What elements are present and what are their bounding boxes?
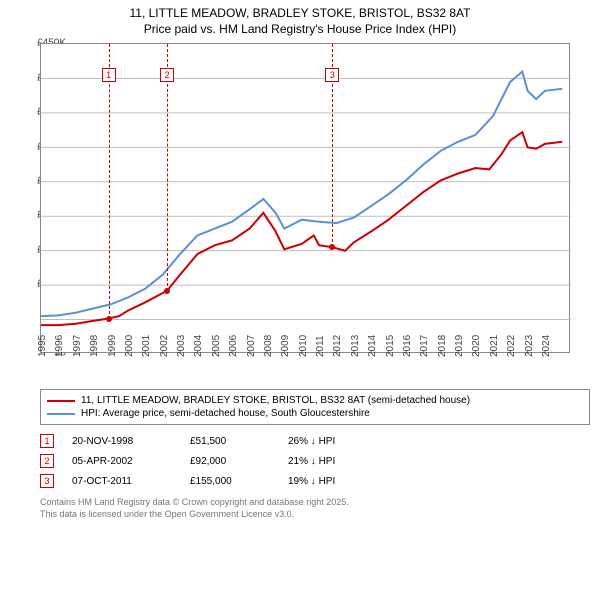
sale-vline	[109, 44, 110, 319]
chart-container: 11, LITTLE MEADOW, BRADLEY STOKE, BRISTO…	[0, 0, 600, 590]
x-tick-label: 2002	[159, 335, 170, 357]
annotation-table: 1 20-NOV-1998 £51,500 26% ↓ HPI 2 05-APR-2002…	[40, 431, 590, 491]
x-tick-label: 2006	[228, 335, 239, 357]
legend-item: 11, LITTLE MEADOW, BRADLEY STOKE, BRISTO…	[47, 394, 583, 407]
x-tick-label: 2013	[350, 335, 361, 357]
plot-region: 1 2 3	[40, 43, 570, 353]
footer: Contains HM Land Registry data © Crown c…	[40, 497, 590, 520]
annotation-marker: 3	[40, 474, 54, 488]
x-tick-label: 2010	[298, 335, 309, 357]
legend-label: 11, LITTLE MEADOW, BRADLEY STOKE, BRISTO…	[81, 395, 470, 406]
x-tick-label: 2004	[193, 335, 204, 357]
x-tick-label: 2017	[419, 335, 430, 357]
legend-swatch	[47, 400, 75, 402]
x-tick-label: 2024	[541, 335, 552, 357]
x-tick-label: 1996	[54, 335, 65, 357]
x-tick-label: 2020	[471, 335, 482, 357]
annotation-price: £155,000	[190, 476, 270, 487]
x-tick-label: 2014	[367, 335, 378, 357]
annotation-price: £51,500	[190, 436, 270, 447]
annotation-row: 1 20-NOV-1998 £51,500 26% ↓ HPI	[40, 431, 590, 451]
sale-marker-box: 3	[325, 68, 339, 82]
plot-svg	[41, 44, 571, 354]
x-tick-label: 2008	[263, 335, 274, 357]
x-tick-label: 2005	[211, 335, 222, 357]
annotation-date: 05-APR-2002	[72, 456, 172, 467]
x-tick-label: 2018	[437, 335, 448, 357]
annotation-delta: 26% ↓ HPI	[288, 436, 388, 447]
annotation-marker: 1	[40, 434, 54, 448]
annotation-marker: 2	[40, 454, 54, 468]
x-tick-label: 1995	[37, 335, 48, 357]
annotation-date: 07-OCT-2011	[72, 476, 172, 487]
sale-dot	[106, 316, 112, 322]
x-tick-label: 2021	[489, 335, 500, 357]
x-tick-label: 2019	[454, 335, 465, 357]
title-line-2: Price paid vs. HM Land Registry's House …	[0, 22, 600, 38]
x-tick-label: 2001	[141, 335, 152, 357]
annotation-date: 20-NOV-1998	[72, 436, 172, 447]
legend-label: HPI: Average price, semi-detached house,…	[81, 408, 370, 419]
x-tick-label: 2009	[280, 335, 291, 357]
x-tick-label: 2015	[385, 335, 396, 357]
annotation-price: £92,000	[190, 456, 270, 467]
legend-item: HPI: Average price, semi-detached house,…	[47, 407, 583, 420]
x-tick-label: 1998	[89, 335, 100, 357]
chart-area: £0£50K£100K£150K£200K£250K£300K£350K£400…	[40, 43, 600, 383]
legend-swatch	[47, 413, 75, 415]
x-tick-label: 1999	[107, 335, 118, 357]
annotation-row: 2 05-APR-2002 £92,000 21% ↓ HPI	[40, 451, 590, 471]
x-tick-label: 2023	[524, 335, 535, 357]
title-block: 11, LITTLE MEADOW, BRADLEY STOKE, BRISTO…	[0, 0, 600, 39]
sale-dot	[164, 288, 170, 294]
x-tick-label: 2000	[124, 335, 135, 357]
annotation-row: 3 07-OCT-2011 £155,000 19% ↓ HPI	[40, 471, 590, 491]
x-tick-label: 2022	[506, 335, 517, 357]
x-tick-label: 2007	[246, 335, 257, 357]
x-tick-label: 2016	[402, 335, 413, 357]
x-tick-label: 2003	[176, 335, 187, 357]
x-tick-label: 1997	[72, 335, 83, 357]
x-tick-label: 2011	[315, 336, 326, 358]
x-tick-label: 2012	[332, 335, 343, 357]
sale-marker-box: 2	[160, 68, 174, 82]
annotation-delta: 21% ↓ HPI	[288, 456, 388, 467]
annotation-delta: 19% ↓ HPI	[288, 476, 388, 487]
title-line-1: 11, LITTLE MEADOW, BRADLEY STOKE, BRISTO…	[0, 6, 600, 22]
footer-line-2: This data is licensed under the Open Gov…	[40, 509, 590, 521]
footer-line-1: Contains HM Land Registry data © Crown c…	[40, 497, 590, 509]
legend: 11, LITTLE MEADOW, BRADLEY STOKE, BRISTO…	[40, 389, 590, 425]
sale-marker-box: 1	[102, 68, 116, 82]
sale-dot	[329, 244, 335, 250]
